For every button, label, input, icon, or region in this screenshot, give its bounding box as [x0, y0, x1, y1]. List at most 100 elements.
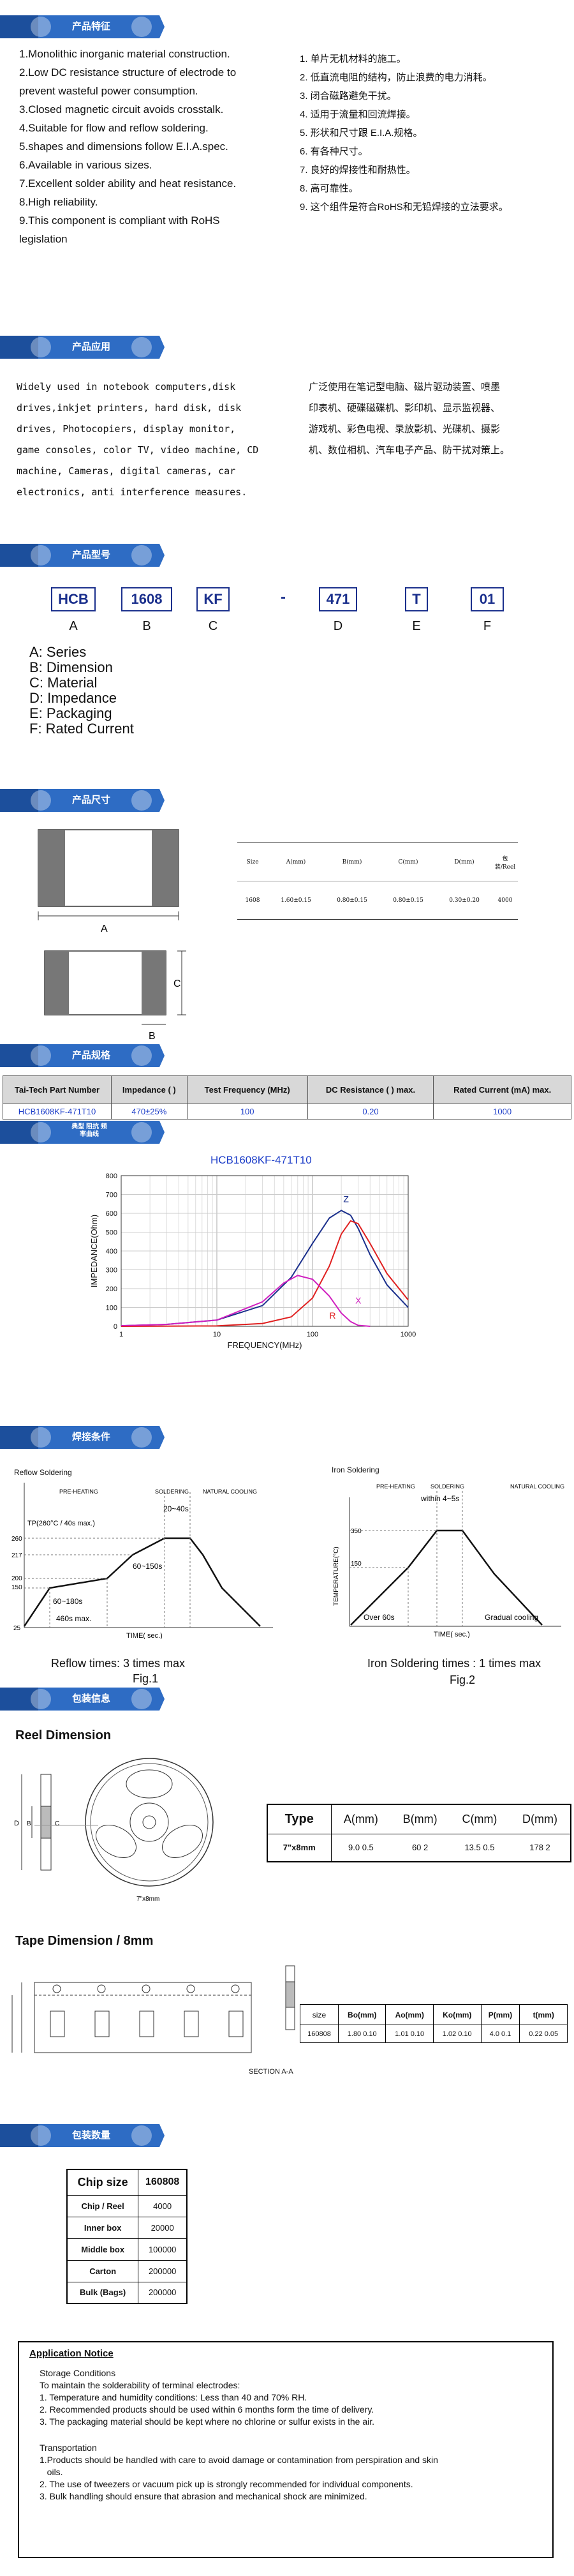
series-label-x: X — [355, 1296, 362, 1306]
reel-header: D(mm) — [522, 1812, 558, 1825]
pn-dash: - — [281, 588, 286, 606]
reflow-ytick: 260 — [11, 1536, 22, 1543]
y-axis-label: IMPEDANCE(Ohm) — [89, 1215, 99, 1287]
dim-header: 包装/Reel — [494, 855, 516, 871]
transport-title: Transportation — [40, 2443, 97, 2453]
feature-en-line: prevent wasteful power consumption. — [19, 85, 198, 97]
reflow-time-label: 460s max. — [56, 1614, 91, 1623]
series-label-r: R — [329, 1310, 335, 1321]
iron-ytick: 350 — [351, 1528, 362, 1535]
applications-title: 产品应用 — [71, 341, 110, 352]
qty-label: Inner box — [67, 2217, 139, 2238]
reflow-time-label: 60~180s — [53, 1597, 82, 1606]
pn-legend-item: B: Dimension — [29, 659, 113, 675]
storage-item: 1. Temperature and humidity conditions: … — [40, 2392, 307, 2402]
iron-profile-diagram: PRE-HEATING SOLDERING NATURAL COOLING wi… — [333, 1483, 564, 1638]
iron-over-label: Over 60s — [364, 1613, 395, 1622]
application-cn-line: 广泛使用在笔记型电脑、磁片驱动装置、喷墨 — [309, 382, 501, 393]
transport-item: oils. — [40, 2467, 63, 2477]
impedance-chart: 0 100 200 300 400 500 600 700 800 1 10 100 1000 FREQU… — [89, 1172, 416, 1350]
packaging-banner: 包装信息 — [0, 1685, 166, 1713]
x-axis-label: FREQUENCY(MHz) — [228, 1340, 302, 1350]
features-en-list: 1.Monolithic inorganic material construc… — [19, 45, 287, 248]
reel-header: A(mm) — [343, 1812, 378, 1825]
pn-letter: E — [412, 619, 421, 633]
y-tick-label: 100 — [106, 1305, 117, 1312]
applications-en: Widely used in notebook computers,disk d… — [17, 377, 284, 503]
dim-cell: 0.80±0.15 — [393, 897, 423, 904]
banner-shape — [0, 1426, 165, 1449]
banner-shape — [0, 1044, 165, 1067]
tape-header: size — [300, 2004, 339, 2025]
series-line-r — [121, 1220, 409, 1327]
tape-header: P(mm) — [481, 2004, 520, 2025]
qty-value: 200000 — [148, 2266, 177, 2276]
reel-header: Type — [267, 1804, 332, 1834]
tape-header: t(mm) — [533, 2010, 554, 2019]
curve-title-badge: 典型 阻抗 频率曲线 — [71, 1123, 107, 1138]
reflow-tp-label: TP(260°C / 40s max.) — [27, 1520, 95, 1527]
reflow-fig: Fig.1 — [133, 1672, 159, 1685]
reflow-footer: Reflow times: 3 times max — [51, 1657, 186, 1670]
chip-outline-drawing: A C B — [38, 829, 186, 1042]
application-en-line: drives, Photocopiers, display monitor, — [17, 423, 236, 435]
x-tick-label: 1000 — [401, 1331, 416, 1338]
tape-cell: 1.01 0.10 — [385, 2025, 434, 2043]
qty-label: Bulk (Bags) — [67, 2282, 139, 2303]
pn-letter: D — [333, 619, 343, 633]
pn-legend-item: F: Rated Current — [29, 721, 134, 737]
iron-ytick: 150 — [351, 1561, 362, 1568]
reflow-stage-label: SOLDERING — [155, 1488, 189, 1495]
tape-section-label: SECTION A-A — [249, 2068, 293, 2076]
tape-cell: 160808 — [300, 2025, 339, 2043]
notice-title: Application Notice — [29, 2348, 114, 2359]
x-tick-label: 1 — [119, 1331, 123, 1338]
banner-shape — [0, 1688, 165, 1711]
pn-letter: F — [483, 619, 492, 633]
reflow-ytick: 200 — [11, 1575, 22, 1582]
pn-box-packaging: T — [405, 587, 428, 611]
reel-cell: 13.5 0.5 — [464, 1843, 495, 1853]
iron-stage-label: SOLDERING — [430, 1483, 464, 1490]
reflow-time-label: 20~40s — [163, 1504, 189, 1513]
reel-header: B(mm) — [402, 1812, 438, 1825]
pn-letter: C — [208, 619, 218, 633]
spec-header: Tai-Tech Part Number — [3, 1075, 112, 1104]
dim-header: Size — [246, 858, 259, 865]
feature-cn-line: 5. 形状和尺寸跟 E.I.A.规格。 — [300, 128, 423, 139]
plot-frame — [121, 1175, 409, 1327]
tape-table: size Bo(mm) Ao(mm) Ko(mm) P(mm) t(mm) 16… — [300, 2004, 568, 2043]
spec-cell: 100 — [186, 1104, 308, 1120]
series-line-z — [121, 1209, 409, 1327]
iron-stage-label: PRE-HEATING — [376, 1483, 415, 1490]
dim-cell: 1608 — [245, 897, 260, 904]
y-tick-label: 400 — [106, 1248, 117, 1255]
banner-shape — [0, 1121, 165, 1144]
qty-value: 200000 — [148, 2288, 177, 2298]
feature-en-line: 2.Low DC resistance structure of electro… — [19, 66, 237, 79]
packaging-title: 包装信息 — [71, 1693, 110, 1704]
reel-table: Type A(mm) B(mm) C(mm) D(mm) 7"x8mm 9.0 … — [267, 1804, 571, 1862]
notice-body: Storage Conditions To maintain the solde… — [29, 2367, 542, 2503]
y-tick-label: 0 — [114, 1323, 117, 1331]
curve-banner: 典型 阻抗 频率曲线 — [0, 1118, 166, 1146]
iron-stage-label: NATURAL COOLING — [510, 1483, 564, 1490]
spec-header: Impedance ( ) — [111, 1075, 188, 1104]
reel-caption: 7"x8mm — [136, 1896, 159, 1903]
iron-xlabel: TIME( sec.) — [434, 1631, 470, 1638]
banner-shape — [0, 336, 165, 359]
features-banner: 产品特征 — [0, 13, 166, 41]
reel-drawing: D B C 7"x8mm — [14, 1758, 214, 1903]
iron-ylabel: TEMPERATURE(°C) — [333, 1546, 340, 1606]
y-tick-label: 200 — [106, 1285, 117, 1293]
specs-title: 产品规格 — [71, 1050, 110, 1061]
feature-en-line: 8.High reliability. — [19, 196, 98, 208]
pn-box-current: 01 — [471, 587, 504, 611]
y-tick-label: 500 — [106, 1229, 117, 1237]
spec-cell: HCB1608KF-471T10 — [3, 1104, 112, 1120]
x-tick-label: 100 — [307, 1331, 318, 1338]
dimensions-banner: 产品尺寸 — [0, 786, 166, 814]
banner-shape — [0, 15, 165, 38]
tape-cell: 1.80 0.10 — [338, 2025, 386, 2043]
spec-header: DC Resistance ( ) max. — [307, 1075, 434, 1104]
